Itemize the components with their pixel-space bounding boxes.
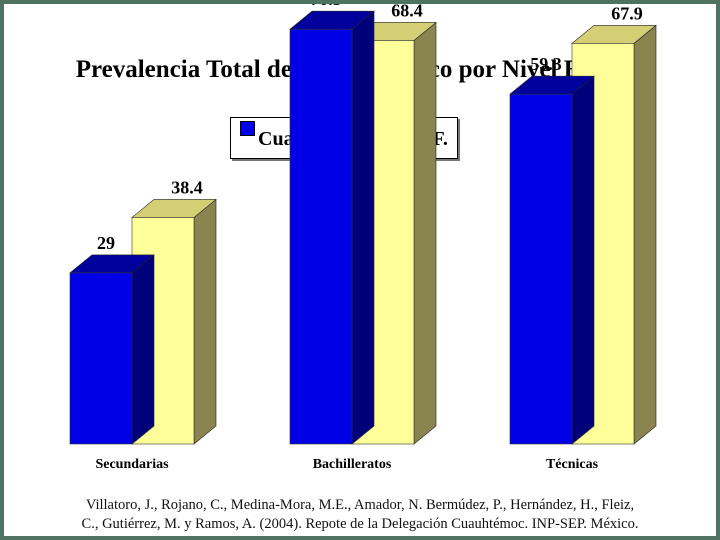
bar-side <box>193 198 217 445</box>
source-citation: Villatoro, J., Rojano, C., Medina-Mora, … <box>4 496 716 534</box>
bar-cuauhtemoc-2 <box>509 75 595 445</box>
bar-side <box>633 24 657 445</box>
bar-cuauhtemoc-0 <box>69 254 155 445</box>
value-label-cuauhtemoc-0: 29 <box>97 233 115 253</box>
value-label-df-1: 68.4 <box>391 4 423 20</box>
bar-side <box>413 21 437 445</box>
bar-cuauhtemoc-1 <box>289 10 375 445</box>
legend-swatch-cuauhtemoc <box>240 121 255 136</box>
bar-side <box>571 75 595 445</box>
category-label-0: Secundarias <box>95 457 169 472</box>
bar-front <box>69 272 133 445</box>
value-label-cuauhtemoc-2: 59.3 <box>530 54 562 74</box>
bar-side <box>351 10 375 445</box>
bar-front <box>509 93 573 445</box>
bar-side <box>131 254 155 445</box>
category-label-1: Bachilleratos <box>313 457 392 472</box>
source-line-2: C., Gutiérrez, M. y Ramos, A. (2004). Re… <box>81 516 639 532</box>
value-label-cuauhtemoc-1: 70.3 <box>310 4 342 9</box>
category-label-2: Técnicas <box>546 457 599 472</box>
source-line-1: Villatoro, J., Rojano, C., Medina-Mora, … <box>85 497 635 513</box>
value-label-df-2: 67.9 <box>611 4 643 23</box>
value-label-df-0: 38.4 <box>171 177 203 197</box>
bar-chart: 29 38.4 Secundarias 70.3 68.4 Bachilleratos 59… <box>69 4 657 472</box>
bar-front <box>289 28 353 445</box>
